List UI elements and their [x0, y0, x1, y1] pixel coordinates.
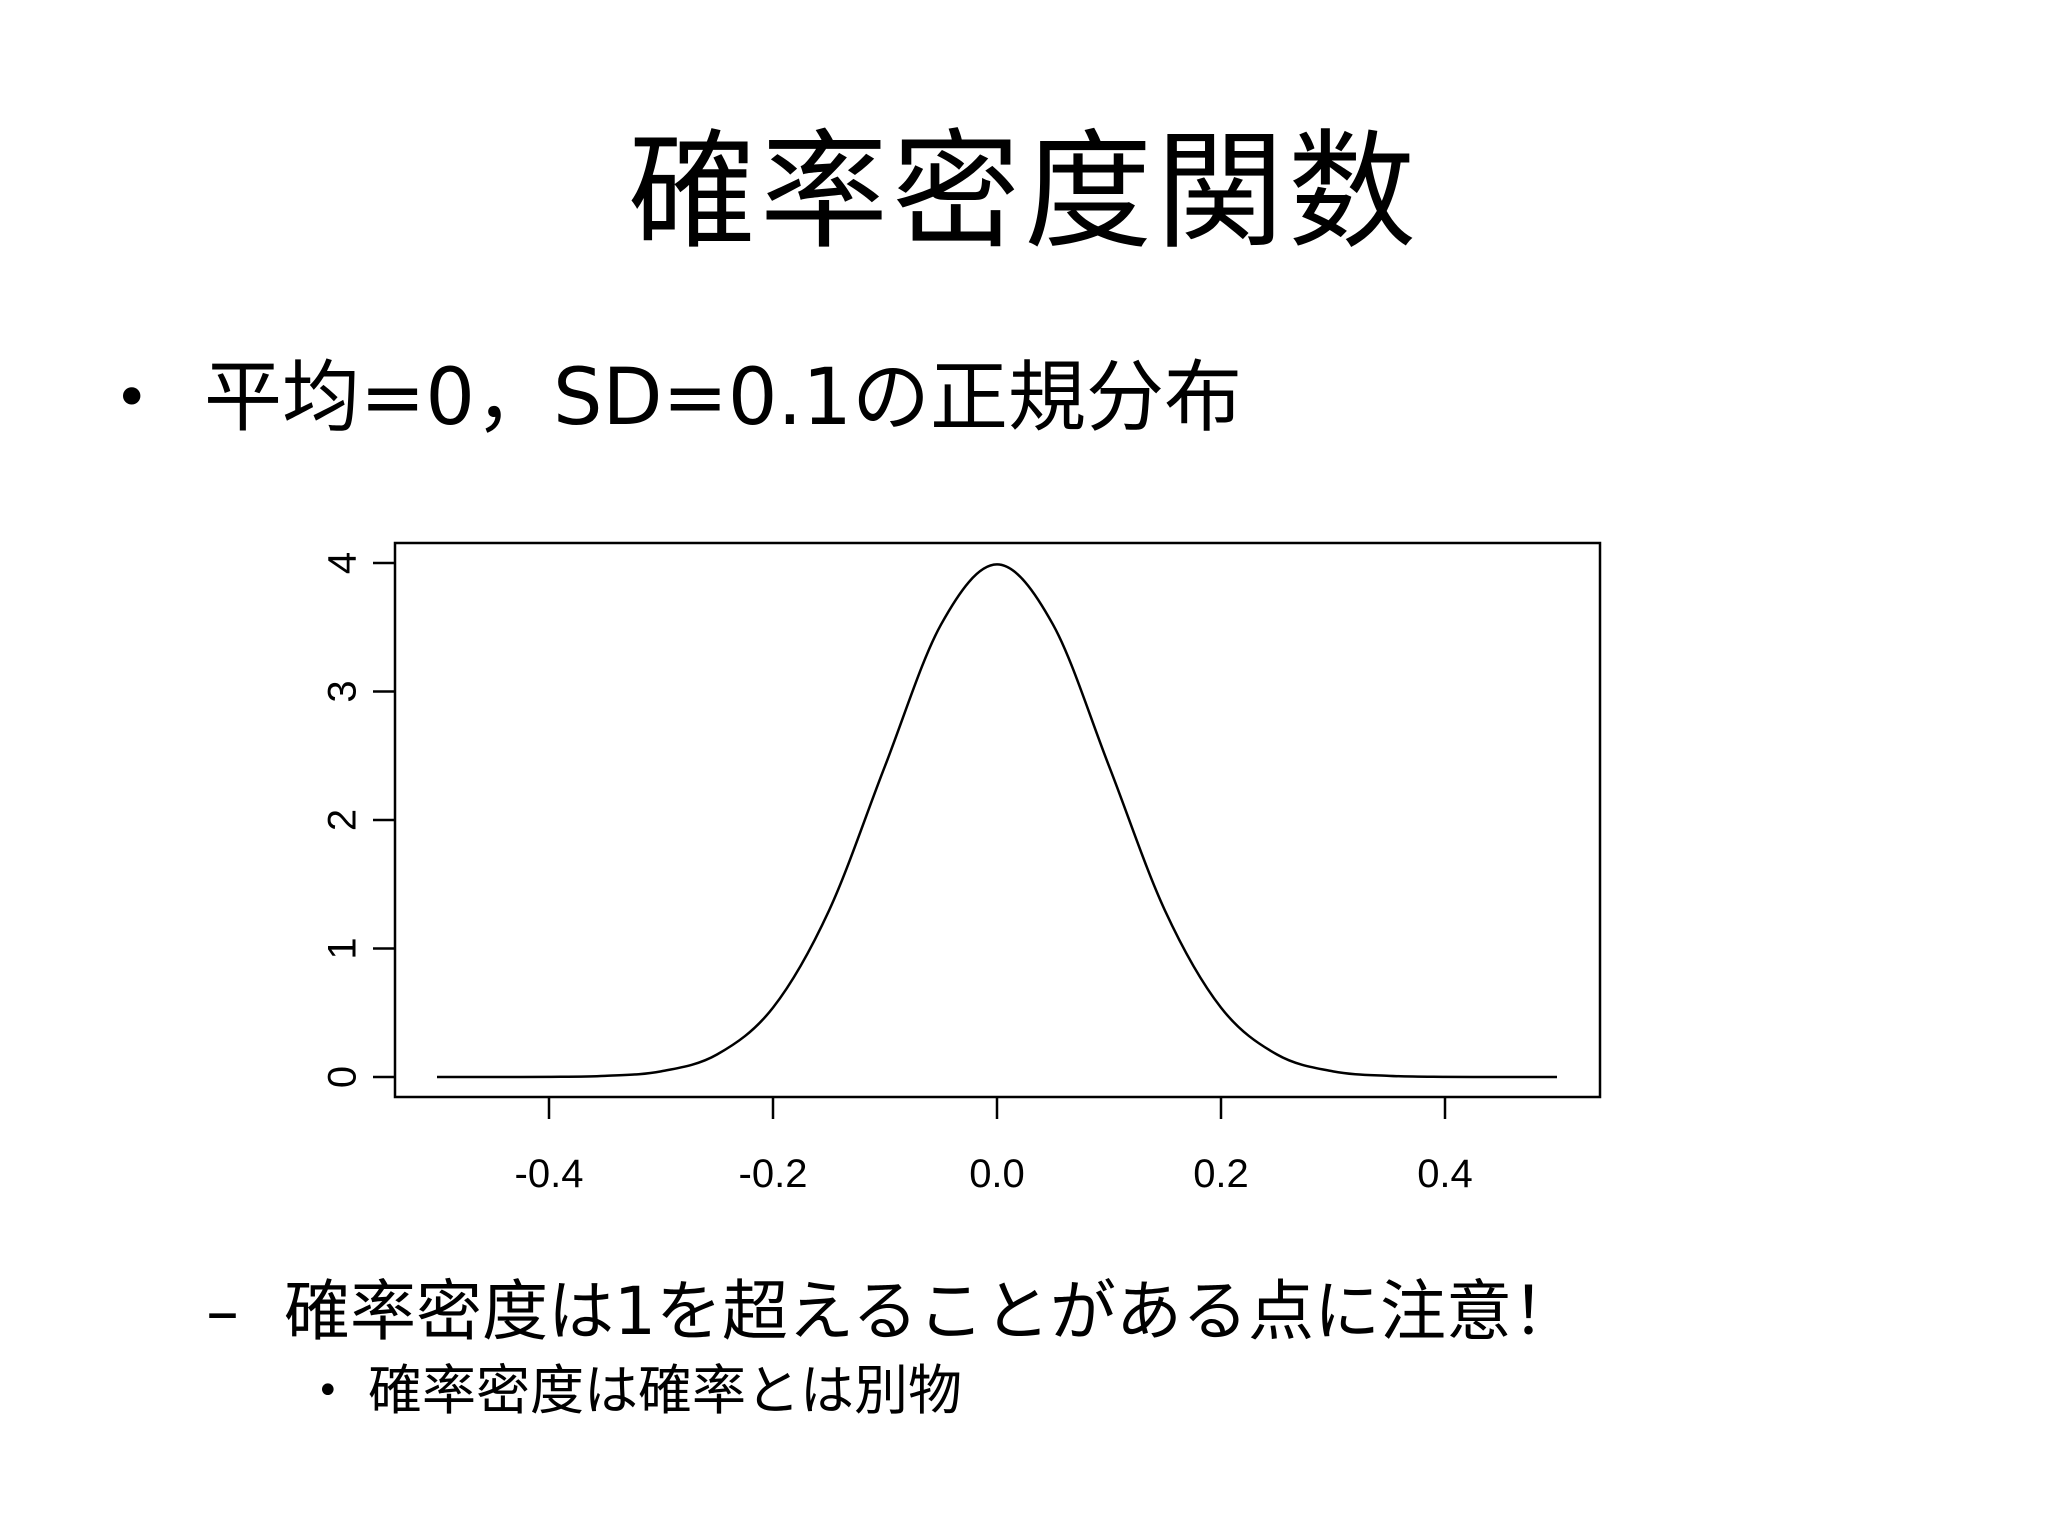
y-tick-label: 2 — [321, 809, 365, 831]
x-tick-label: -0.2 — [739, 1152, 808, 1196]
density-chart: 0 1 2 3 4 -0.4 -0.2 0.0 0.2 0.4 — [280, 520, 1680, 1230]
plot-frame — [393, 541, 1602, 1099]
bullet-normal-distribution: • 平均=0，SD=0.1の正規分布 — [108, 350, 1242, 446]
sub-sub-bullet-text: 確率密度は確率とは別物 — [368, 1359, 962, 1422]
bullet-marker: • — [316, 1368, 340, 1414]
slide-title: 確率密度関数 — [627, 118, 1420, 267]
sub-bullet-density-note: – 確率密度は1を超えることがある点に注意！ — [206, 1270, 1578, 1354]
dash-marker: – — [206, 1273, 239, 1350]
density-curve — [436, 563, 1558, 1079]
y-tick-label: 0 — [321, 1066, 365, 1088]
sub-sub-bullet-density-vs-probability: • 確率密度は確率とは別物 — [316, 1355, 962, 1427]
y-tick-label: 3 — [321, 680, 365, 702]
x-tick-label: 0.4 — [1417, 1152, 1473, 1196]
bullet-text: 平均=0，SD=0.1の正規分布 — [204, 353, 1242, 443]
sub-bullet-text: 確率密度は1を超えることがある点に注意！ — [284, 1273, 1579, 1350]
density-chart-svg: 0 1 2 3 4 -0.4 -0.2 0.0 0.2 0.4 — [321, 541, 1602, 1196]
bullet-marker: • — [114, 363, 150, 433]
x-tick-label: 0.0 — [969, 1152, 1025, 1196]
x-tick-label: -0.4 — [515, 1152, 584, 1196]
y-tick-label: 4 — [321, 552, 365, 574]
x-tick-label: 0.2 — [1193, 1152, 1249, 1196]
y-tick-label: 1 — [321, 937, 365, 959]
